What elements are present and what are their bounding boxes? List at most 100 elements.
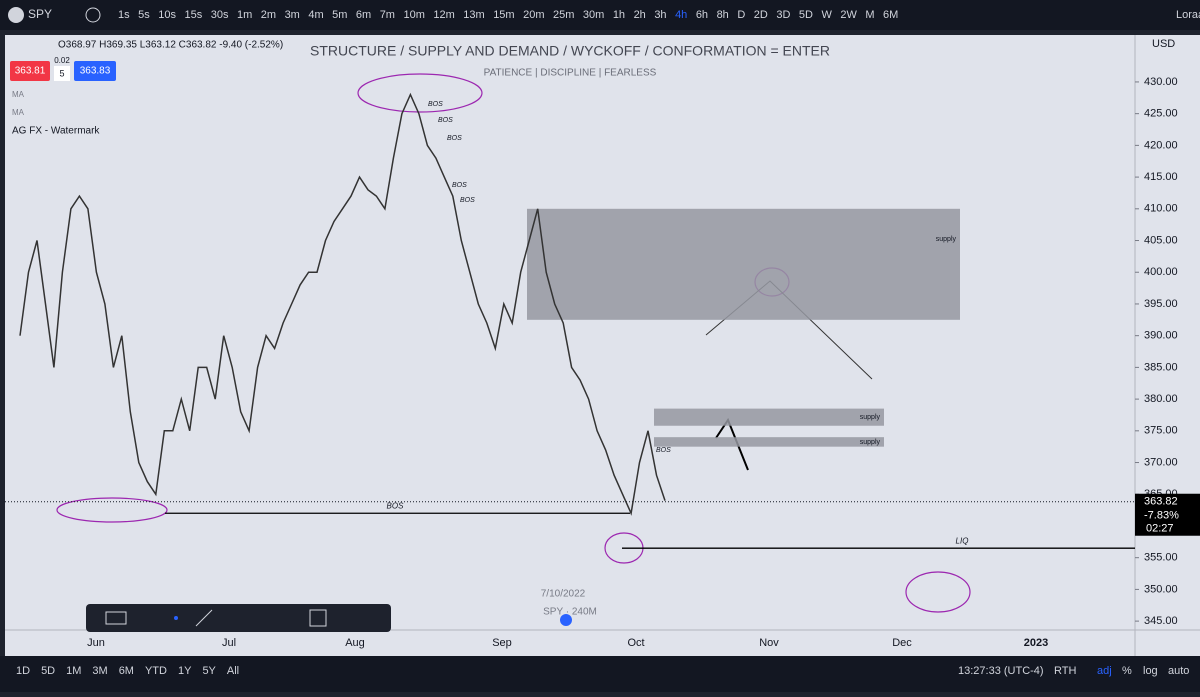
timeframe[interactable]: 7m: [380, 9, 395, 21]
ask[interactable]: 363.83: [80, 66, 111, 77]
range-button[interactable]: YTD: [145, 665, 167, 677]
timeframe[interactable]: 5D: [799, 9, 813, 21]
countdown: 02:27: [1146, 523, 1174, 535]
timeframe[interactable]: M: [865, 9, 874, 21]
indicator: MA: [12, 90, 25, 99]
timeframe[interactable]: 10s: [158, 9, 176, 21]
top-toolbar: [0, 0, 1200, 30]
supply-zone: [654, 437, 884, 447]
timeframe[interactable]: 3m: [285, 9, 300, 21]
y-tick-label: 410.00: [1144, 203, 1178, 215]
timeframe[interactable]: 1m: [237, 9, 252, 21]
range-button[interactable]: 5Y: [202, 665, 216, 677]
range-button[interactable]: 5D: [41, 665, 55, 677]
timeframe[interactable]: 6m: [356, 9, 371, 21]
timeframe[interactable]: 4h: [675, 9, 687, 21]
ohlc-legend: O368.97 H369.35 L363.12 C363.82 -9.40 (-…: [58, 40, 283, 51]
timeframe[interactable]: 3D: [776, 9, 790, 21]
timeframe[interactable]: 5m: [332, 9, 347, 21]
quantity[interactable]: 5: [59, 68, 64, 78]
x-tick-label: Jul: [222, 637, 236, 649]
chart-title: STRUCTURE / SUPPLY AND DEMAND / WYCKOFF …: [310, 43, 830, 59]
timeframe[interactable]: 1h: [613, 9, 625, 21]
x-tick-label: Oct: [627, 637, 644, 649]
x-tick-label: Aug: [345, 637, 365, 649]
timeframe[interactable]: 12m: [433, 9, 454, 21]
x-tick-label: Nov: [759, 637, 779, 649]
timeframe[interactable]: 8h: [717, 9, 729, 21]
bid[interactable]: 363.81: [15, 66, 46, 77]
timeframe[interactable]: 2h: [634, 9, 646, 21]
timeframe[interactable]: 4m: [308, 9, 323, 21]
timeframe[interactable]: 2m: [261, 9, 276, 21]
level-label: BOS: [387, 501, 405, 510]
scale-option[interactable]: %: [1122, 665, 1132, 677]
range-button[interactable]: 1Y: [178, 665, 192, 677]
dividend-marker[interactable]: [560, 614, 572, 626]
y-tick-label: 380.00: [1144, 393, 1178, 405]
timeframe[interactable]: 2W: [840, 9, 857, 21]
bos-mark: BOS: [460, 197, 475, 204]
timeframe[interactable]: 2D: [754, 9, 768, 21]
timeframe[interactable]: D: [737, 9, 745, 21]
bottom-bar: [0, 656, 1200, 692]
indicator: MA: [12, 108, 25, 117]
range-button[interactable]: All: [227, 665, 239, 677]
price-axis: [1135, 35, 1200, 656]
time-axis: [5, 630, 1135, 656]
chart-pane: [5, 35, 1135, 630]
supply-zone: [527, 208, 960, 320]
currency[interactable]: USD: [1152, 38, 1175, 50]
range-button[interactable]: 3M: [92, 665, 107, 677]
bos-mark: BOS: [452, 182, 467, 189]
user[interactable]: Loraa: [1176, 9, 1200, 21]
y-tick-label: 375.00: [1144, 425, 1178, 437]
watermark: 7/10/2022: [541, 589, 586, 600]
timeframe[interactable]: 30s: [211, 9, 229, 21]
timeframe[interactable]: 1s: [118, 9, 130, 21]
timeframe[interactable]: 5s: [138, 9, 150, 21]
scale-option[interactable]: auto: [1168, 665, 1189, 677]
sell-button[interactable]: [10, 61, 50, 81]
timeframe[interactable]: W: [821, 9, 832, 21]
timeframe[interactable]: 30m: [583, 9, 604, 21]
timeframe[interactable]: 20m: [523, 9, 544, 21]
watermark: SPY · 240M: [543, 607, 597, 618]
range-button[interactable]: 6M: [119, 665, 134, 677]
symbol-icon: [8, 7, 24, 23]
price-line: [19, 92, 666, 516]
scale-option[interactable]: RTH: [1054, 665, 1076, 677]
x-tick-label: Sep: [492, 637, 512, 649]
timeframe[interactable]: 25m: [553, 9, 574, 21]
chart-subtitle: PATIENCE | DISCIPLINE | FEARLESS: [484, 68, 657, 79]
timeframe[interactable]: 6M: [883, 9, 898, 21]
symbol[interactable]: SPY: [28, 7, 52, 21]
timeframe[interactable]: 15m: [493, 9, 514, 21]
qty-box[interactable]: [54, 66, 70, 81]
last-price-tag: [1135, 493, 1200, 536]
level-label: LIQ: [956, 536, 969, 545]
supply-zone: [654, 408, 884, 426]
last-price: 363.82: [1144, 496, 1178, 508]
range-button[interactable]: 1D: [16, 665, 30, 677]
buy-button[interactable]: [74, 61, 116, 81]
timeframe[interactable]: 3h: [654, 9, 666, 21]
timeframe[interactable]: 6h: [696, 9, 708, 21]
clock: 13:27:33 (UTC-4): [958, 665, 1044, 677]
y-tick-label: 415.00: [1144, 171, 1178, 183]
scale-option[interactable]: adj: [1097, 665, 1112, 677]
y-tick-label: 395.00: [1144, 298, 1178, 310]
timeframe[interactable]: 13m: [463, 9, 484, 21]
drawing-toolbar: [86, 604, 391, 632]
spread: 0.02: [54, 56, 70, 65]
zone-label: supply: [936, 236, 957, 243]
timeframe[interactable]: 10m: [403, 9, 424, 21]
timeframe[interactable]: 15s: [185, 9, 203, 21]
x-tick-label: Dec: [892, 637, 912, 649]
add-symbol[interactable]: [85, 7, 101, 23]
zone-label: supply: [860, 439, 881, 446]
range-button[interactable]: 1M: [66, 665, 81, 677]
scale-option[interactable]: log: [1143, 665, 1158, 677]
